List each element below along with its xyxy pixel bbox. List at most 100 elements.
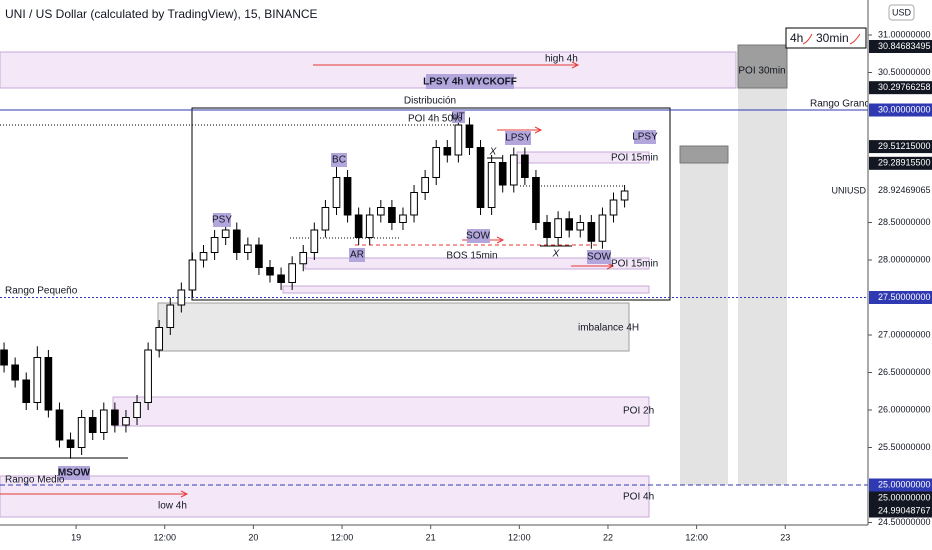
price-label-box [869,140,932,154]
price-label-box [869,39,932,53]
candle-body [487,162,496,209]
x-tick-label: 23 [780,532,790,542]
distribution-box [191,107,671,301]
candle-body [354,214,363,239]
annotation: SOW [466,231,490,242]
candle-body [321,207,330,231]
y-tick-label: 31.00000000 [878,29,931,39]
price-label-box [869,103,932,117]
zone-column [680,163,728,485]
candle-body [210,237,219,254]
x-tick-label: 12:00 [331,532,354,542]
annotation: PSY [212,215,232,226]
tag [213,213,231,227]
zone-poi-4h [0,475,650,518]
currency-button[interactable] [888,4,915,21]
annotation: POI 4h [623,492,654,503]
annotation: POI 4h 50% [408,114,462,125]
price-label: 25.00000000 [878,479,931,489]
price-label-box [869,504,932,518]
price-label: 25.00000000 [878,492,931,502]
candle-body [399,214,407,224]
zone-poi-2h [112,396,650,427]
y-tick-label: 24.50000000 [878,517,931,527]
interval: 30min [816,31,849,45]
annotation: Rango Grande [810,99,876,110]
tag [58,466,90,480]
candle-body [99,409,108,434]
currency[interactable]: USD [892,7,912,17]
zone-poi-30min [737,44,788,89]
annotation: high 4h [545,54,578,65]
candle-body [166,304,175,329]
x-tick-label: 12:00 [685,532,708,542]
annotation: POI 2h [623,406,654,417]
annotation: imbalance 4H [578,323,639,334]
annotation: LPSY [632,132,658,143]
annotation: POI 15min [611,259,658,270]
candle-body [587,222,596,242]
arrow [313,61,580,69]
candle-body [543,222,551,239]
candle-body [509,154,518,186]
candle-body [122,417,130,426]
price-label-box [869,478,932,492]
candle-body [310,229,319,254]
zone-imbalance [157,302,630,352]
candle-body [432,147,441,179]
candle-body [11,364,19,381]
annotation: UT [451,112,464,123]
symbol-label: UNIUSD [831,185,866,195]
candle-body [332,177,341,209]
price-label: 30.00000000 [878,104,931,114]
candle-body [155,327,164,351]
candle-body [598,214,607,242]
arrow [497,126,543,134]
candle-body [221,229,230,239]
annotation: AR [350,250,364,261]
zone-column [738,88,787,485]
price-label: 30.84683495 [878,41,931,51]
annotation: POI 15min [611,153,658,164]
x-tick-label: 21 [426,532,436,542]
chart-title: UNI / US Dollar (calculated by TradingVi… [5,7,318,21]
candle-body [554,218,562,239]
tag [634,130,656,144]
candle-body [565,218,574,231]
candle-body [454,124,463,156]
x-tick-label: 19 [71,532,81,542]
candle-body [609,199,618,216]
price-label: 29.51215000 [878,141,931,151]
tag [349,248,365,262]
y-tick-label: 25.50000000 [878,442,931,452]
price-label: 30.29766258 [878,82,931,92]
candle-body [443,147,452,156]
tag [505,131,531,145]
y-tick-label: 26.50000000 [878,367,931,377]
tag [587,250,611,264]
annotation: Distribución [404,96,456,107]
x-tick-label: 22 [603,532,613,542]
candle-body [277,274,285,284]
y-tick-label: 28.00000000 [878,254,931,264]
y-tick-label: 26.00000000 [878,404,931,414]
zone [282,285,650,294]
tag [452,110,465,123]
candle-body [476,147,485,209]
candle-body [77,417,86,449]
candle-body [0,349,8,366]
candle-body [288,263,296,284]
candle-body [33,357,42,404]
candle-body [111,409,119,426]
candle-body [498,162,507,186]
interval-box [785,27,867,49]
annotation: LPSY 4h WYCKOFF [423,77,517,88]
y-tick-label: 27.00000000 [878,329,931,339]
price-label: 28.92469065 [878,185,931,195]
annotation: Rango Medio [5,475,65,486]
interval: 4h [790,31,803,45]
candle-body [144,349,152,404]
x-tick-label: 12:00 [153,532,176,542]
candle-body [133,402,141,419]
